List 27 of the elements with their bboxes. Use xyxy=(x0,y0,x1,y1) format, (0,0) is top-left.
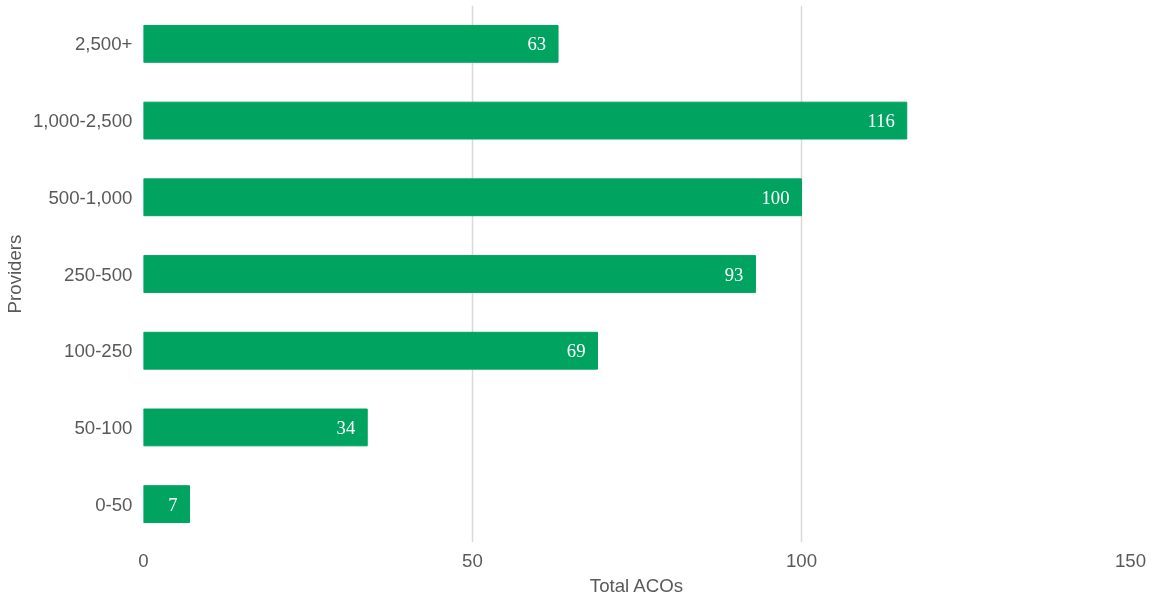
y-axis-title: Providers xyxy=(3,234,25,314)
y-tick-label: 0-50 xyxy=(95,493,133,515)
y-tick-label: 2,500+ xyxy=(74,33,133,55)
data-label: 34 xyxy=(336,416,356,438)
bar xyxy=(143,255,756,293)
y-tick-label: 50-100 xyxy=(74,416,133,438)
x-axis-title: Total ACOs xyxy=(589,574,684,596)
data-label: 7 xyxy=(168,493,178,515)
data-label: 116 xyxy=(867,110,895,132)
data-label: 69 xyxy=(566,340,586,362)
bar xyxy=(143,485,191,524)
data-label: 63 xyxy=(527,33,547,55)
bar xyxy=(143,178,802,217)
data-label: 100 xyxy=(761,186,790,208)
y-tick-label: 500-1,000 xyxy=(48,186,133,208)
x-tick-label: 150 xyxy=(1114,549,1147,571)
y-tick-label: 1,000-2,500 xyxy=(32,110,133,132)
x-tick-label: 50 xyxy=(462,549,483,571)
bar xyxy=(143,101,908,140)
x-tick-label: 100 xyxy=(785,549,818,571)
data-label: 93 xyxy=(724,263,744,285)
bar xyxy=(143,24,559,63)
bar xyxy=(143,331,599,370)
x-tick-label: 0 xyxy=(138,549,149,571)
y-tick-label: 100-250 xyxy=(64,340,133,362)
y-tick-label: 250-500 xyxy=(64,263,133,285)
bar xyxy=(143,408,368,447)
